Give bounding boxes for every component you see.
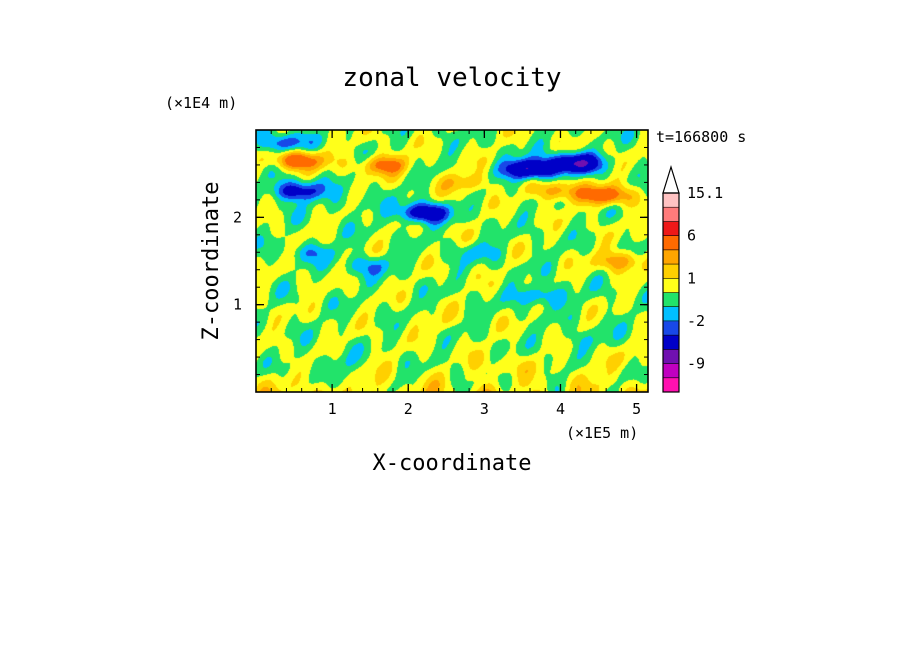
y-axis-ticks: 12	[233, 146, 648, 376]
x-tick-label: 2	[404, 400, 413, 418]
colorbar-label: -2	[687, 312, 705, 330]
y-axis-label: Z-coordinate	[199, 182, 224, 341]
colorbar: 15.1 6 1 -2 -9	[662, 164, 723, 393]
x-tick-label: 1	[328, 400, 337, 418]
colorbar-label: 1	[687, 269, 696, 287]
y-unit-label: (×1E4 m)	[165, 94, 237, 112]
y-tick-label: 2	[233, 208, 242, 226]
colorbar-band	[663, 264, 679, 279]
colorbar-band	[663, 306, 679, 322]
colorbar-band	[663, 278, 679, 293]
plot-frame	[255, 129, 649, 393]
x-tick-label: 3	[480, 400, 489, 418]
colorbar-band	[663, 292, 679, 308]
colorbar-label: -9	[687, 355, 705, 373]
colorbar-extend-arrow	[662, 164, 680, 194]
x-unit-label: (×1E5 m)	[566, 424, 638, 442]
x-axis-ticks: 1 2 3 4 5	[270, 130, 641, 418]
colorbar-band	[663, 377, 679, 393]
x-tick-label: 5	[632, 400, 641, 418]
colorbar-band	[663, 363, 679, 379]
y-tick-label: 1	[233, 296, 242, 314]
colorbar-label: 15.1	[687, 184, 723, 202]
time-label: t=166800 s	[656, 128, 746, 146]
field-image	[256, 130, 648, 392]
colorbar-label: 6	[687, 227, 696, 245]
colorbar-band	[663, 193, 679, 208]
heatmap-field	[256, 130, 648, 392]
colorbar-band	[663, 320, 679, 336]
colorbar-band	[663, 207, 679, 222]
colorbar-band	[663, 221, 679, 236]
colorbar-band	[663, 235, 679, 251]
chart-title: zonal velocity	[342, 63, 561, 93]
colorbar-band	[663, 349, 679, 364]
colorbar-band	[663, 249, 679, 265]
x-axis-label: X-coordinate	[373, 451, 532, 476]
x-tick-label: 4	[556, 400, 565, 418]
colorbar-band	[663, 335, 679, 350]
